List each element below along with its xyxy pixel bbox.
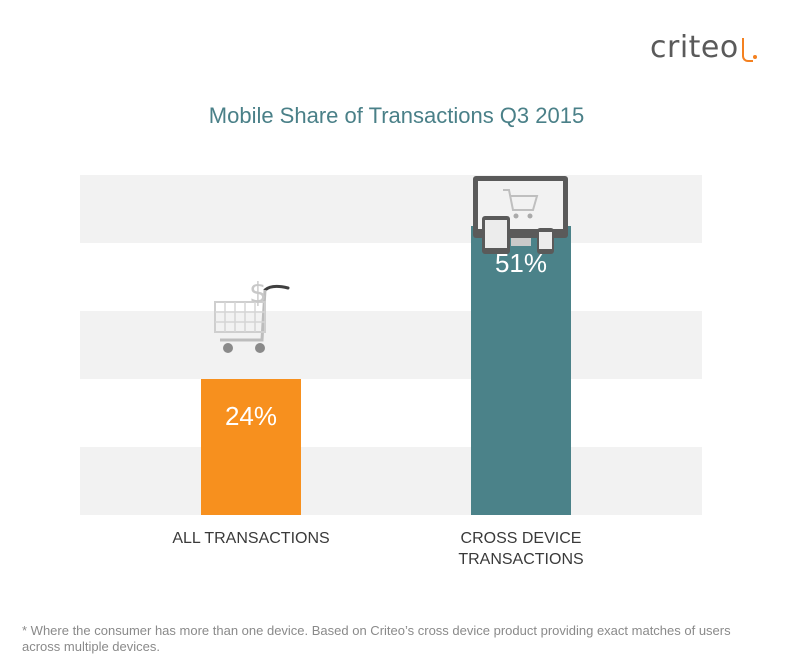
bar-value-label: 24% <box>224 401 278 431</box>
category-label-line: CROSS DEVICE <box>460 530 582 547</box>
grid-band <box>80 311 702 379</box>
logo-mark-icon <box>739 30 757 62</box>
category-label: ALL TRANSACTIONS <box>131 528 371 549</box>
category-label: CROSS DEVICE TRANSACTIONS <box>401 528 641 570</box>
bar-1 <box>201 379 301 515</box>
grid-bands <box>80 175 702 515</box>
bars <box>201 226 571 515</box>
criteo-logo: criteo <box>650 30 757 65</box>
multi-device-cart-icon <box>473 176 568 254</box>
shopping-cart-dollar-icon: $ <box>214 276 290 353</box>
bar-value-label: 51% <box>494 248 548 278</box>
svg-text:$: $ <box>249 276 267 309</box>
footnote: * Where the consumer has more than one d… <box>22 623 731 654</box>
grid-band <box>80 175 702 243</box>
grid-band <box>80 447 702 515</box>
category-label-line: ALL TRANSACTIONS <box>172 530 330 547</box>
chart-title: Mobile Share of Transactions Q3 2015 <box>208 103 585 128</box>
category-label-line: TRANSACTIONS <box>458 551 584 568</box>
bar-2 <box>471 226 571 515</box>
